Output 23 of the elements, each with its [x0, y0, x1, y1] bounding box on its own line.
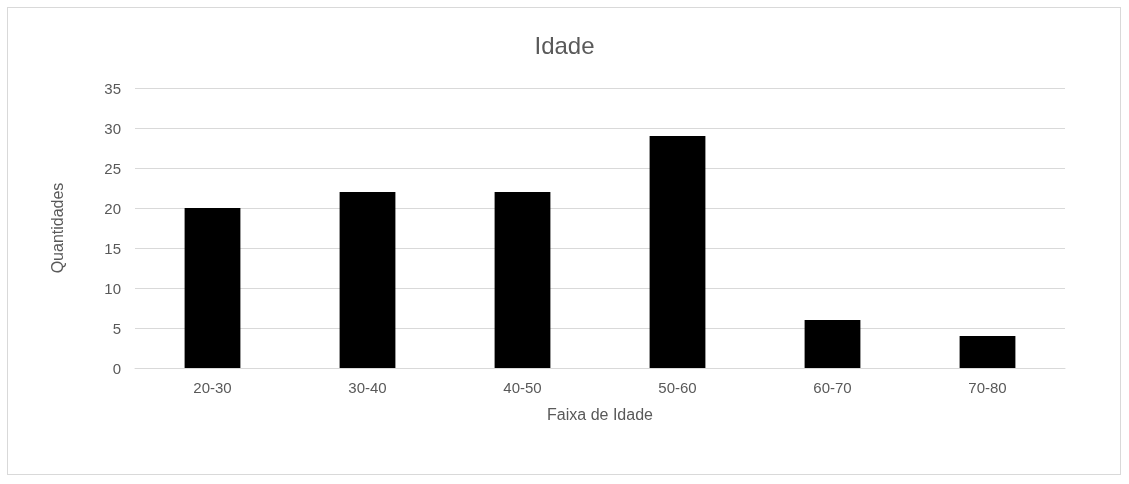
bar — [184, 208, 241, 368]
x-tick-label: 40-50 — [503, 379, 542, 396]
x-tick-label: 30-40 — [348, 379, 387, 396]
y-tick-label: 10 — [104, 279, 121, 297]
x-tick-label: 70-80 — [968, 379, 1007, 396]
bar — [649, 136, 706, 368]
y-tick-label: 5 — [112, 319, 121, 337]
x-axis-title: Faixa de Idade — [547, 405, 654, 423]
bar — [804, 320, 861, 368]
x-tick-label: 50-60 — [658, 379, 697, 396]
y-tick-label: 25 — [104, 159, 121, 177]
y-axis-title: Quantidades — [48, 182, 66, 274]
x-tick-label: 60-70 — [813, 379, 852, 396]
y-tick-label: 20 — [104, 199, 121, 217]
bar — [959, 336, 1016, 368]
y-tick-label: 35 — [104, 79, 121, 97]
chart-title: Idade — [534, 31, 595, 59]
x-tick-label: 20-30 — [193, 379, 232, 396]
y-tick-label: 15 — [104, 239, 121, 257]
bar — [494, 192, 551, 368]
y-tick-label: 30 — [104, 119, 121, 137]
bar — [339, 192, 396, 368]
y-tick-label: 0 — [112, 359, 121, 377]
